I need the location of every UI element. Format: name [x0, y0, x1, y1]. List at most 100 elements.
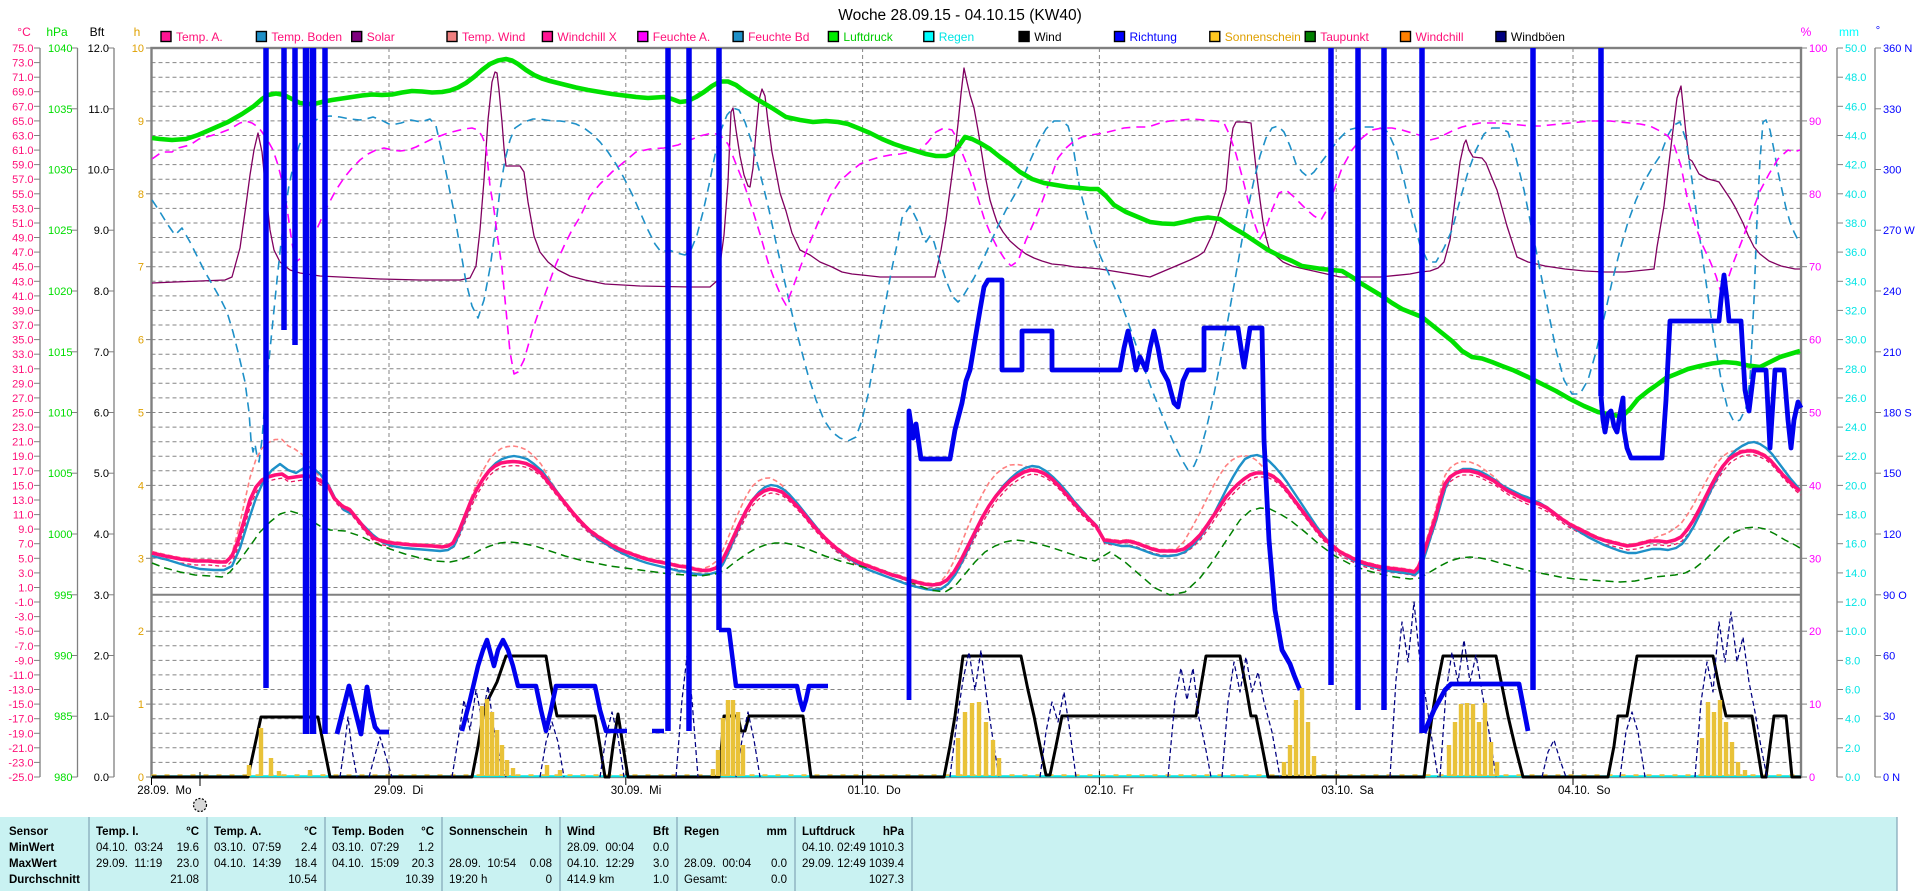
svg-text:-9.0: -9.0: [15, 655, 34, 667]
svg-text:-13.0: -13.0: [8, 685, 33, 697]
svg-text:3: 3: [138, 553, 144, 565]
svg-text:5: 5: [138, 408, 144, 420]
svg-text:Taupunkt: Taupunkt: [1320, 30, 1369, 44]
svg-text:9.0: 9.0: [94, 225, 109, 237]
svg-text:210: 210: [1883, 347, 1901, 359]
svg-text:22.0: 22.0: [1845, 451, 1866, 463]
svg-text:-21.0: -21.0: [8, 743, 33, 755]
svg-text:1015: 1015: [48, 347, 72, 359]
svg-text:Sensor: Sensor: [9, 826, 49, 838]
svg-text:73.0: 73.0: [12, 58, 33, 70]
svg-text:-11.0: -11.0: [9, 670, 33, 682]
svg-text:h: h: [545, 826, 552, 838]
svg-text:Woche 28.09.15 - 04.10.15 (KW4: Woche 28.09.15 - 04.10.15 (KW40): [838, 7, 1082, 24]
svg-text:4: 4: [138, 480, 144, 492]
svg-text:02.10. Fr: 02.10. Fr: [1084, 785, 1133, 797]
svg-text:180 S: 180 S: [1883, 408, 1912, 420]
svg-text:1025: 1025: [48, 225, 72, 237]
svg-text:Luftdruck: Luftdruck: [843, 30, 893, 44]
svg-text:Windböen: Windböen: [1511, 30, 1565, 44]
svg-text:°C: °C: [304, 826, 317, 838]
svg-text:53.0: 53.0: [12, 203, 33, 215]
svg-text:1010.3: 1010.3: [869, 842, 904, 854]
svg-text:14.0: 14.0: [1845, 568, 1866, 580]
svg-text:2.4: 2.4: [301, 842, 318, 854]
svg-text:2: 2: [138, 626, 144, 638]
svg-text:0: 0: [1809, 772, 1815, 784]
svg-text:33.0: 33.0: [12, 349, 33, 361]
svg-text:8.0: 8.0: [94, 286, 109, 298]
svg-text:h: h: [134, 25, 141, 39]
svg-text:30: 30: [1809, 553, 1821, 565]
svg-text:7: 7: [138, 262, 144, 274]
svg-text:34.0: 34.0: [1845, 276, 1866, 288]
svg-text:414.9 km: 414.9 km: [567, 874, 614, 886]
svg-text:17.0: 17.0: [12, 466, 33, 478]
svg-text:1030: 1030: [48, 165, 72, 177]
svg-text:1.0: 1.0: [18, 583, 33, 595]
svg-text:Feuchte Bd: Feuchte Bd: [748, 30, 809, 44]
svg-text:46.0: 46.0: [1845, 101, 1866, 113]
svg-text:Gesamt:: Gesamt:: [684, 874, 727, 886]
svg-text:°C: °C: [17, 25, 31, 39]
svg-text:330: 330: [1883, 104, 1901, 116]
svg-text:hPa: hPa: [883, 826, 905, 838]
svg-text:0.0: 0.0: [771, 858, 787, 870]
svg-text:Windchill: Windchill: [1416, 30, 1464, 44]
svg-text:2.0: 2.0: [94, 651, 109, 663]
svg-text:1040: 1040: [48, 43, 72, 55]
svg-text:26.0: 26.0: [1845, 393, 1866, 405]
svg-text:60: 60: [1809, 335, 1821, 347]
svg-text:5.0: 5.0: [94, 468, 109, 480]
svg-text:360 N: 360 N: [1883, 43, 1912, 55]
svg-text:Regen: Regen: [684, 826, 719, 838]
svg-text:11.0: 11.0: [13, 510, 34, 522]
svg-text:300: 300: [1883, 165, 1901, 177]
svg-text:67.0: 67.0: [12, 101, 33, 113]
svg-text:65.0: 65.0: [12, 116, 33, 128]
svg-text:32.0: 32.0: [1845, 305, 1866, 317]
svg-text:28.09. 10:54: 28.09. 10:54: [449, 858, 517, 870]
svg-text:63.0: 63.0: [12, 131, 33, 143]
svg-text:100: 100: [1809, 43, 1827, 55]
svg-text:51.0: 51.0: [12, 218, 33, 230]
svg-text:41.0: 41.0: [12, 291, 33, 303]
svg-text:Durchschnitt: Durchschnitt: [9, 874, 80, 886]
svg-text:270 W: 270 W: [1883, 225, 1915, 237]
svg-text:1020: 1020: [48, 286, 72, 298]
svg-text:45.0: 45.0: [12, 262, 33, 274]
svg-text:30.0: 30.0: [1845, 335, 1866, 347]
svg-text:71.0: 71.0: [12, 72, 33, 84]
svg-text:980: 980: [54, 772, 72, 784]
svg-text:21.0: 21.0: [12, 437, 33, 449]
svg-text:57.0: 57.0: [12, 174, 33, 186]
svg-text:990: 990: [54, 651, 72, 663]
svg-text:28.09. Mo: 28.09. Mo: [137, 785, 191, 797]
svg-text:16.0: 16.0: [1845, 539, 1866, 551]
svg-text:29.09. Di: 29.09. Di: [374, 785, 423, 797]
svg-text:47.0: 47.0: [12, 247, 33, 259]
svg-text:90 O: 90 O: [1883, 590, 1907, 602]
svg-text:°: °: [1876, 25, 1880, 37]
svg-text:Bft: Bft: [90, 25, 105, 39]
svg-text:19.0: 19.0: [12, 451, 33, 463]
svg-text:03.10. 07:29: 03.10. 07:29: [332, 842, 399, 854]
svg-text:49.0: 49.0: [12, 233, 33, 245]
svg-text:Sonnenschein: Sonnenschein: [1225, 30, 1301, 44]
svg-text:03.10. Sa: 03.10. Sa: [1321, 785, 1374, 797]
svg-text:0 N: 0 N: [1883, 772, 1900, 784]
svg-text:70: 70: [1809, 262, 1821, 274]
svg-text:1000: 1000: [48, 529, 72, 541]
svg-text:%: %: [1801, 25, 1812, 39]
svg-text:75.0: 75.0: [12, 43, 33, 55]
svg-text:40.0: 40.0: [1845, 189, 1866, 201]
svg-text:43.0: 43.0: [12, 276, 33, 288]
svg-text:27.0: 27.0: [12, 393, 33, 405]
svg-text:mm: mm: [767, 826, 787, 838]
svg-text:6.0: 6.0: [94, 408, 109, 420]
svg-text:48.0: 48.0: [1845, 72, 1866, 84]
svg-text:4.0: 4.0: [1845, 714, 1860, 726]
svg-text:9.0: 9.0: [18, 524, 33, 536]
svg-text:04.10. 15:09: 04.10. 15:09: [332, 858, 399, 870]
svg-text:MinWert: MinWert: [9, 842, 54, 854]
